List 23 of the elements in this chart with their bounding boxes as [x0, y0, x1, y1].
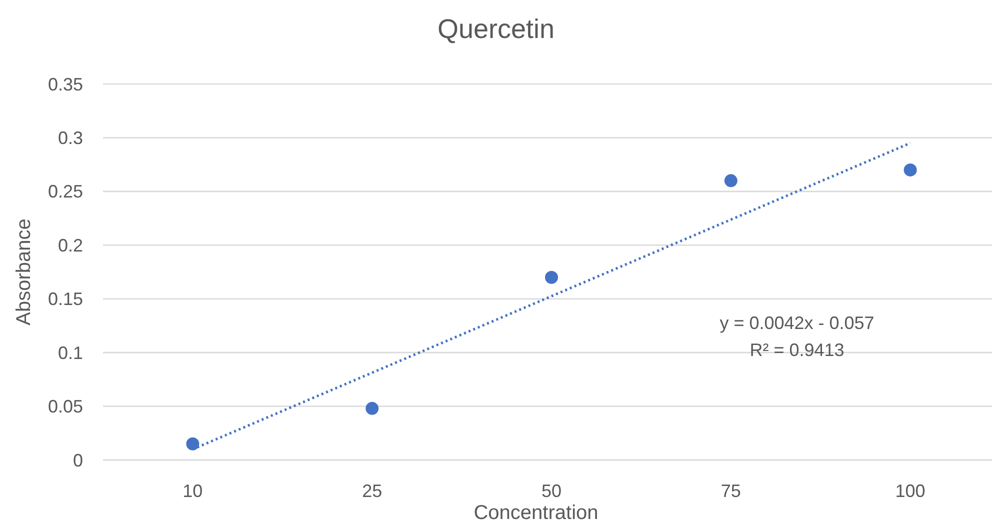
- point: [545, 270, 558, 284]
- y-tick-label: 0.35: [48, 74, 83, 94]
- x-tick-label: 50: [541, 481, 562, 501]
- x-tick-label: 100: [895, 481, 926, 501]
- x-tick-label: 75: [720, 481, 741, 501]
- x-tick-label: 10: [182, 481, 203, 501]
- annotation: R² = 0.9413: [750, 340, 844, 360]
- x-tick-label: 25: [362, 481, 382, 501]
- y-tick-label: 0.05: [48, 396, 83, 417]
- y-tick-label: 0.3: [58, 128, 83, 148]
- point: [904, 163, 917, 176]
- y-tick-label: 0.1: [58, 342, 83, 363]
- point: [366, 402, 379, 415]
- y-tick-label: 0.25: [48, 182, 83, 202]
- y-tick-label: 0.2: [58, 235, 83, 256]
- point: [186, 437, 200, 450]
- x-axis-title: Concentration: [474, 502, 598, 522]
- chart-title: Quercetin: [437, 14, 555, 44]
- annotation: y = 0.0042x - 0.057: [720, 313, 874, 333]
- y-axis-title: Absorbance: [13, 218, 35, 326]
- y-tick-label: 0.15: [48, 289, 83, 310]
- y-tick-label: 0: [72, 450, 83, 470]
- point: [724, 174, 738, 188]
